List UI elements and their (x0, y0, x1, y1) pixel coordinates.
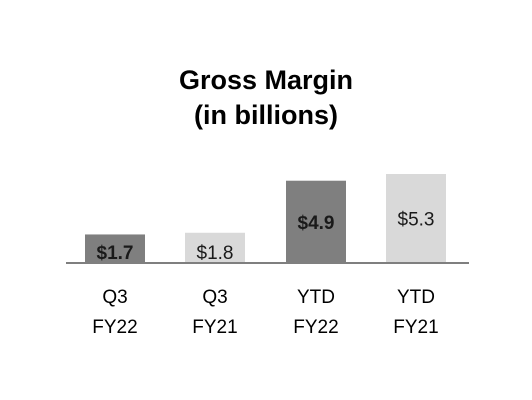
x-tick-label-4-line-1: YTD (397, 287, 435, 308)
chart-title-line-1: Gross Margin (179, 65, 353, 95)
bar-3 (286, 180, 346, 263)
x-tick-label-1-line-1: Q3 (102, 287, 127, 308)
bar-1 (85, 234, 145, 263)
x-tick-label-4-line-2: FY21 (393, 317, 438, 338)
x-tick-label-1-line-2: FY22 (92, 317, 137, 338)
data-label-2: $1.8 (197, 243, 234, 264)
bar-2 (185, 232, 245, 263)
x-tick-label-3-line-1: YTD (297, 287, 335, 308)
x-tick-label-3-line-2: FY22 (293, 317, 338, 338)
chart-title-line-2: (in billions) (194, 100, 338, 130)
bar-4 (386, 174, 446, 263)
x-tick-label-2-line-1: Q3 (202, 287, 227, 308)
bars-group: $1.7 $1.8 $4.9 $5.3 (85, 174, 446, 264)
data-label-1: $1.7 (97, 243, 134, 264)
data-label-4: $5.3 (398, 210, 435, 231)
x-tick-label-2-line-2: FY21 (192, 317, 237, 338)
x-axis-labels: Q3 FY22 Q3 FY21 YTD FY22 YTD FY21 (92, 287, 438, 338)
data-label-3: $4.9 (298, 213, 335, 234)
